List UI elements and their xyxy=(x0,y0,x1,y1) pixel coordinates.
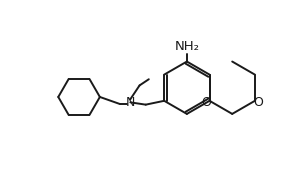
Text: NH₂: NH₂ xyxy=(174,40,199,53)
Text: O: O xyxy=(253,96,263,109)
Text: N: N xyxy=(126,96,135,109)
Text: O: O xyxy=(201,96,211,109)
